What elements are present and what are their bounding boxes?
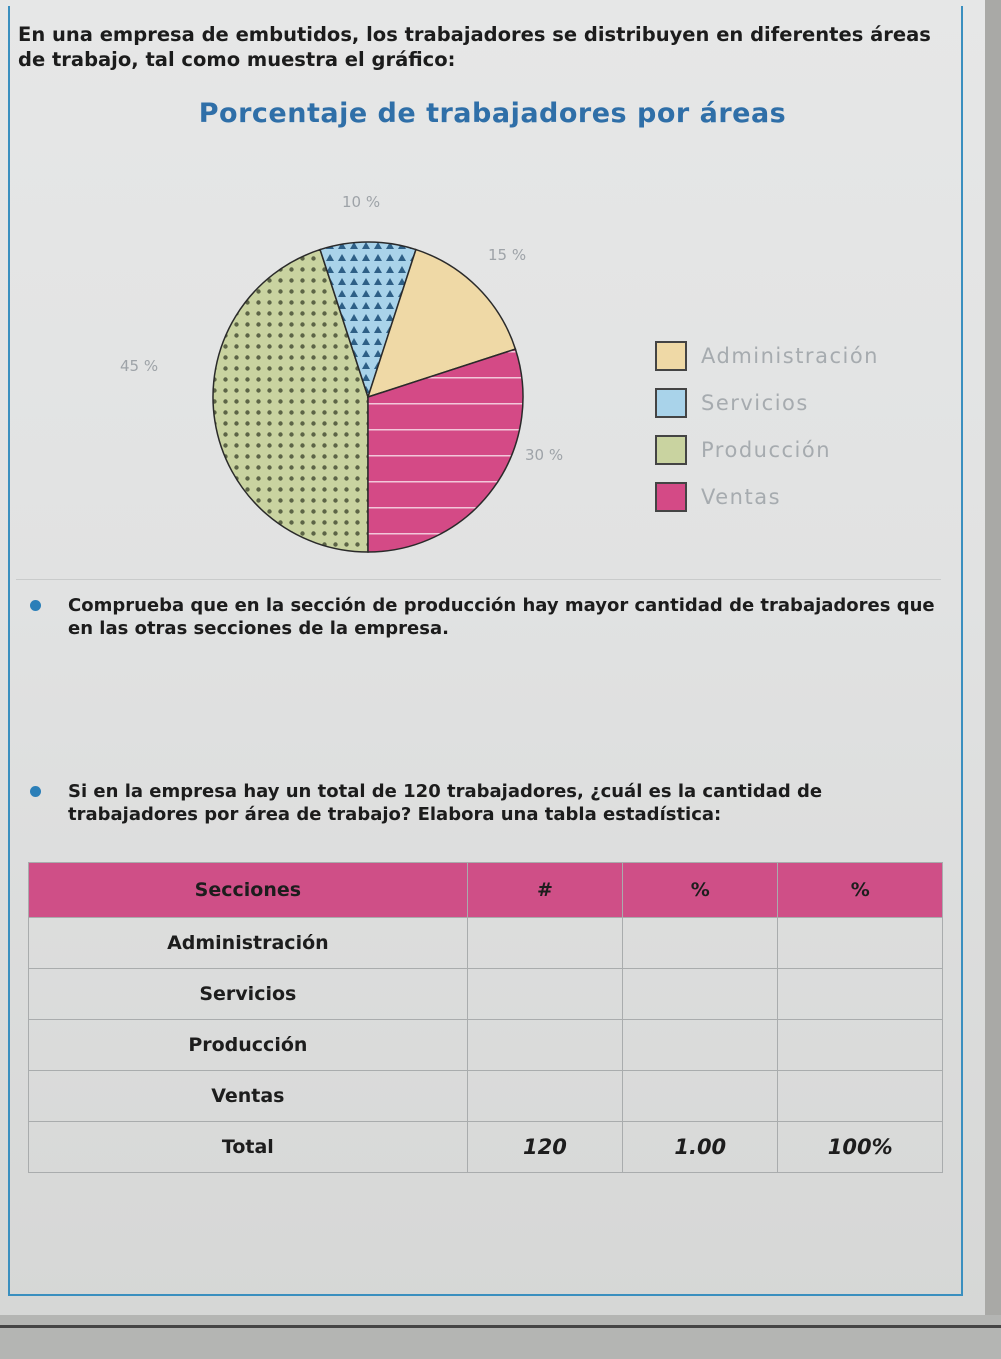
cell-percent-input[interactable] <box>777 1070 943 1122</box>
total-fraction: 1.00 <box>622 1121 779 1173</box>
table-row: Administración <box>28 917 943 969</box>
table-header-row: Secciones # % % <box>28 862 943 918</box>
header-secciones: Secciones <box>28 862 468 918</box>
question-1: Comprueba que en la sección de producció… <box>30 594 950 640</box>
cell-percent-input[interactable] <box>777 917 943 969</box>
cell-count-input[interactable] <box>466 1019 624 1071</box>
total-percent: 100% <box>777 1121 943 1173</box>
label-produccion-pct: 45 % <box>120 357 159 375</box>
table-row: Producción <box>28 1019 943 1071</box>
legend-label-produccion: Producción <box>701 437 832 462</box>
cell-percent-input[interactable] <box>777 968 943 1020</box>
bullet-icon <box>30 600 41 611</box>
row-label-ventas: Ventas <box>28 1070 468 1122</box>
slice-administracion <box>366 248 517 399</box>
legend-swatch-ventas <box>655 481 687 512</box>
legend-label-ventas: Ventas <box>701 484 782 509</box>
background-surface <box>0 1315 1001 1359</box>
total-label: Total <box>28 1121 468 1173</box>
legend-label-servicios: Servicios <box>701 390 809 415</box>
legend-swatch-servicios <box>655 387 687 418</box>
slice-produccion <box>212 248 369 553</box>
legend-item-administracion: Administración <box>655 332 879 379</box>
legend-item-ventas: Ventas <box>655 473 879 520</box>
chart-legend: Administración Servicios Producción Vent… <box>655 332 879 520</box>
slice-servicios <box>319 241 417 400</box>
question-2: Si en la empresa hay un total de 120 tra… <box>30 780 950 826</box>
cell-count-input[interactable] <box>466 968 624 1020</box>
bullet-icon <box>30 786 41 797</box>
table-row: Ventas <box>28 1070 943 1122</box>
label-administracion-pct: 15 % <box>488 246 527 264</box>
page-frame <box>8 6 963 1296</box>
cell-fraction-input[interactable] <box>622 917 779 969</box>
header-count: # <box>466 862 624 918</box>
cell-fraction-input[interactable] <box>622 1019 779 1071</box>
legend-swatch-produccion <box>655 434 687 465</box>
row-label-administracion: Administración <box>28 917 468 969</box>
pie-chart <box>212 241 524 553</box>
row-label-servicios: Servicios <box>28 968 468 1020</box>
legend-label-administracion: Administración <box>701 343 879 368</box>
intro-text: En una empresa de embutidos, los trabaja… <box>18 23 931 71</box>
label-servicios-pct: 10 % <box>342 193 381 211</box>
legend-item-servicios: Servicios <box>655 379 879 426</box>
header-fraction: % <box>622 862 779 918</box>
row-label-produccion: Producción <box>28 1019 468 1071</box>
cell-fraction-input[interactable] <box>622 1070 779 1122</box>
slice-ventas <box>367 348 524 553</box>
table-total-row: Total 120 1.00 100% <box>28 1121 943 1173</box>
cell-count-input[interactable] <box>466 917 624 969</box>
cell-count-input[interactable] <box>466 1070 624 1122</box>
total-count: 120 <box>466 1121 624 1173</box>
cell-fraction-input[interactable] <box>622 968 779 1020</box>
table-row: Servicios <box>28 968 943 1020</box>
label-ventas-pct: 30 % <box>525 446 564 464</box>
question-2-text: Si en la empresa hay un total de 120 tra… <box>68 781 823 825</box>
stats-table: Secciones # % % Administración Servicios… <box>28 862 943 1173</box>
chart-title: Porcentaje de trabajadores por áreas <box>198 98 787 129</box>
worksheet-page: En una empresa de embutidos, los trabaja… <box>0 0 985 1315</box>
legend-swatch-administracion <box>655 340 687 371</box>
question-1-text: Comprueba que en la sección de producció… <box>68 595 935 639</box>
section-divider <box>16 579 941 580</box>
legend-item-produccion: Producción <box>655 426 879 473</box>
edge-line <box>0 1325 1001 1328</box>
cell-percent-input[interactable] <box>777 1019 943 1071</box>
header-percent: % <box>777 862 943 918</box>
